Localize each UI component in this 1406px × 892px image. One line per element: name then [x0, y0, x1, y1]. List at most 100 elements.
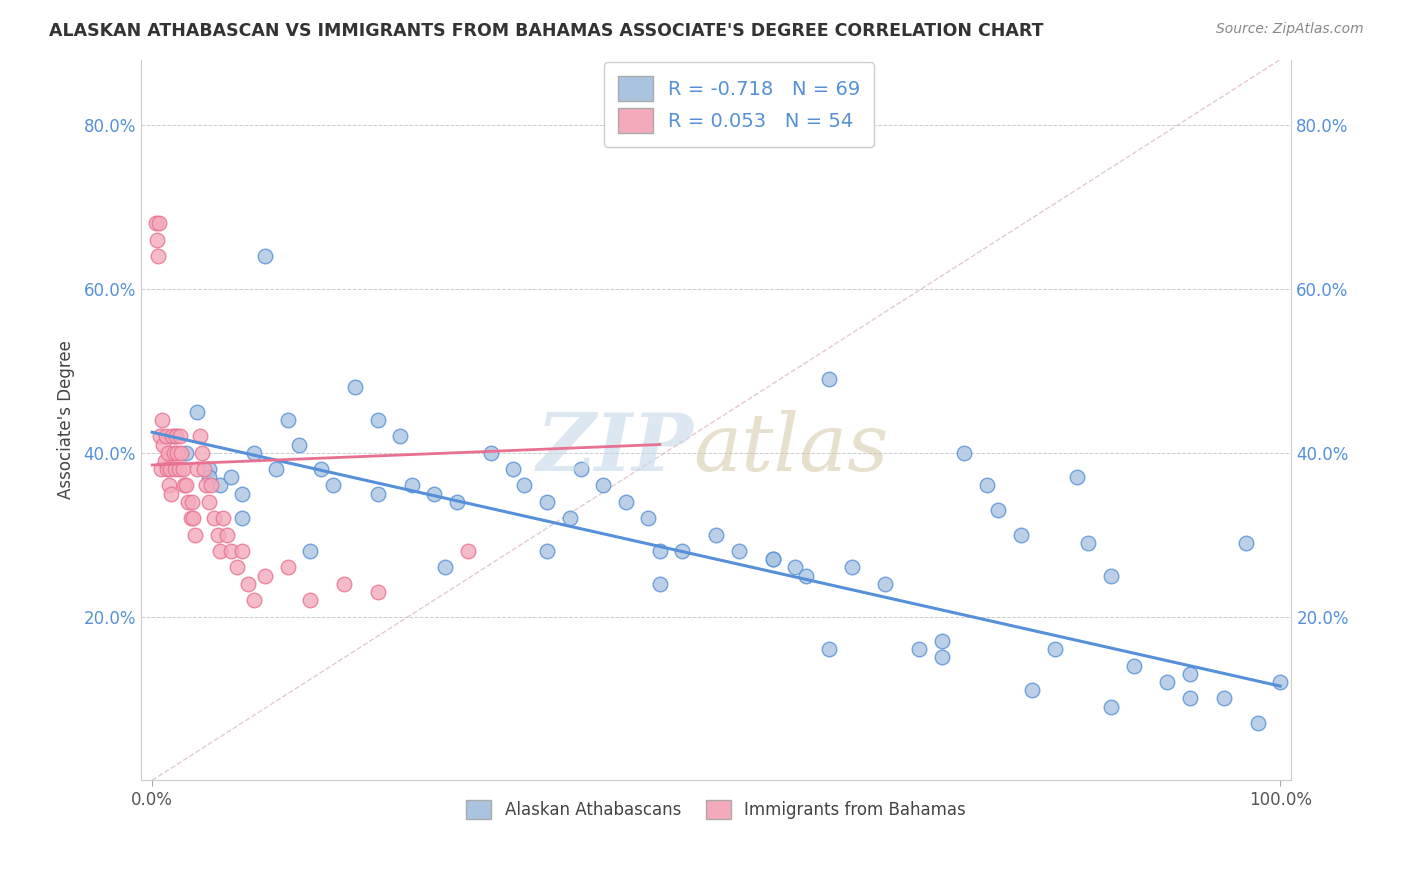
Point — [761, 552, 783, 566]
Point — [513, 478, 536, 492]
Point — [1099, 699, 1122, 714]
Point — [322, 478, 344, 492]
Legend: Alaskan Athabascans, Immigrants from Bahamas: Alaskan Athabascans, Immigrants from Bah… — [460, 794, 973, 826]
Text: Source: ZipAtlas.com: Source: ZipAtlas.com — [1216, 22, 1364, 37]
Point — [727, 544, 749, 558]
Point — [344, 380, 367, 394]
Point — [401, 478, 423, 492]
Point — [225, 560, 247, 574]
Point — [173, 478, 195, 492]
Point — [1246, 716, 1268, 731]
Point — [163, 462, 186, 476]
Point — [231, 511, 253, 525]
Point — [704, 527, 727, 541]
Point — [311, 462, 333, 476]
Point — [1270, 675, 1292, 690]
Point — [1043, 642, 1066, 657]
Point — [195, 478, 218, 492]
Point — [177, 495, 200, 509]
Point — [145, 216, 167, 230]
Point — [197, 462, 219, 476]
Point — [165, 429, 187, 443]
Point — [536, 495, 558, 509]
Point — [592, 478, 614, 492]
Point — [155, 429, 177, 443]
Point — [150, 462, 173, 476]
Point — [367, 486, 389, 500]
Point — [162, 429, 184, 443]
Point — [202, 511, 225, 525]
Point — [152, 437, 174, 451]
Y-axis label: Associate's Degree: Associate's Degree — [58, 341, 75, 500]
Point — [146, 249, 169, 263]
Point — [167, 462, 190, 476]
Point — [1099, 568, 1122, 582]
Point — [648, 576, 671, 591]
Point — [156, 446, 179, 460]
Point — [276, 560, 298, 574]
Point — [558, 511, 581, 525]
Point — [1178, 691, 1201, 706]
Point — [207, 527, 229, 541]
Point — [569, 462, 592, 476]
Point — [423, 486, 446, 500]
Point — [174, 446, 197, 460]
Point — [785, 560, 807, 574]
Point — [648, 544, 671, 558]
Point — [181, 511, 204, 525]
Point — [188, 429, 211, 443]
Point — [841, 560, 863, 574]
Point — [197, 495, 219, 509]
Point — [149, 429, 172, 443]
Point — [253, 568, 276, 582]
Text: atlas: atlas — [693, 410, 889, 488]
Point — [208, 544, 231, 558]
Point — [179, 511, 201, 525]
Point — [193, 462, 215, 476]
Text: ALASKAN ATHABASCAN VS IMMIGRANTS FROM BAHAMAS ASSOCIATE'S DEGREE CORRELATION CHA: ALASKAN ATHABASCAN VS IMMIGRANTS FROM BA… — [49, 22, 1043, 40]
Point — [299, 593, 322, 607]
Point — [637, 511, 659, 525]
Point — [264, 462, 287, 476]
Point — [875, 576, 897, 591]
Point — [174, 478, 197, 492]
Point — [761, 552, 783, 566]
Point — [231, 544, 253, 558]
Point — [1156, 675, 1178, 690]
Point — [953, 446, 976, 460]
Point — [299, 544, 322, 558]
Point — [1178, 666, 1201, 681]
Point — [163, 429, 186, 443]
Point — [908, 642, 931, 657]
Point — [1021, 683, 1043, 698]
Point — [186, 462, 208, 476]
Point — [200, 478, 222, 492]
Point — [184, 527, 207, 541]
Point — [169, 429, 191, 443]
Point — [253, 249, 276, 263]
Text: ZIP: ZIP — [536, 410, 693, 488]
Point — [150, 413, 173, 427]
Point — [1077, 536, 1099, 550]
Point — [242, 446, 264, 460]
Point — [197, 470, 219, 484]
Point — [157, 478, 180, 492]
Point — [931, 650, 953, 665]
Point — [796, 568, 818, 582]
Point — [276, 413, 298, 427]
Point — [172, 462, 194, 476]
Point — [180, 495, 202, 509]
Point — [288, 437, 311, 451]
Point — [457, 544, 479, 558]
Point — [1234, 536, 1257, 550]
Point — [389, 429, 412, 443]
Point — [219, 544, 242, 558]
Point — [479, 446, 502, 460]
Point — [671, 544, 693, 558]
Point — [236, 576, 259, 591]
Point — [818, 372, 841, 386]
Point — [156, 462, 179, 476]
Point — [818, 642, 841, 657]
Point — [446, 495, 468, 509]
Point — [186, 405, 208, 419]
